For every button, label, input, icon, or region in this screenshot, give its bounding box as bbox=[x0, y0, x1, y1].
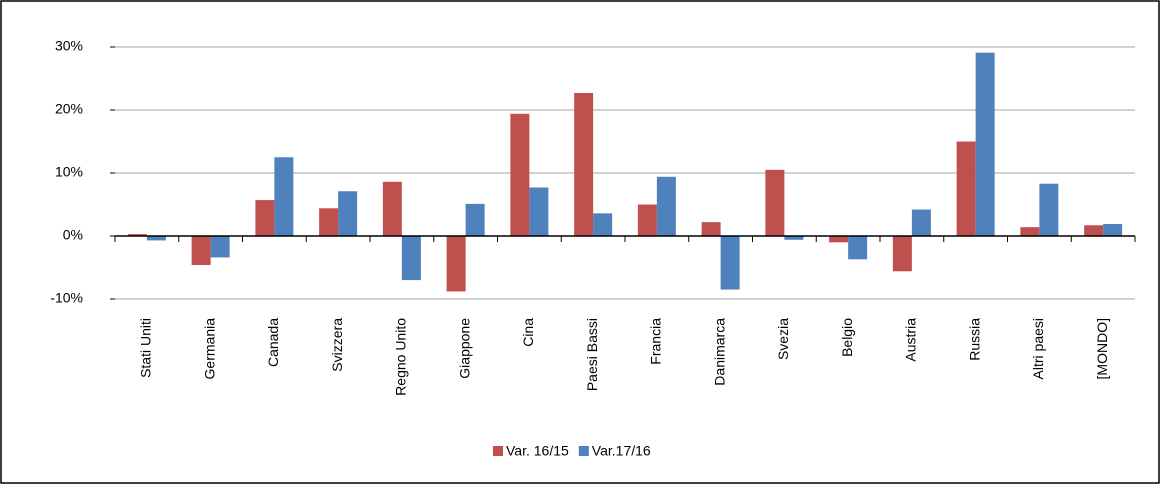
bar bbox=[510, 113, 530, 236]
bar bbox=[829, 236, 849, 243]
bar bbox=[720, 236, 740, 290]
x-tick-label: Svizzera bbox=[329, 318, 345, 372]
x-tick-label: Stati Uniti bbox=[138, 318, 154, 378]
x-tick-label: Svezia bbox=[775, 318, 791, 360]
bar bbox=[319, 208, 339, 236]
bar bbox=[765, 169, 785, 236]
x-tick-label: Belgio bbox=[839, 318, 855, 357]
x-tick-label: Cina bbox=[520, 318, 536, 347]
x-tick-label: Francia bbox=[648, 318, 664, 365]
bar bbox=[210, 236, 230, 258]
bar bbox=[956, 141, 976, 236]
bar bbox=[529, 187, 549, 236]
x-tick-label: Altri paesi bbox=[1030, 318, 1046, 379]
bar bbox=[593, 213, 613, 236]
bar bbox=[338, 191, 358, 236]
bar bbox=[574, 92, 594, 237]
y-tick-label: 10% bbox=[55, 164, 83, 180]
x-tick-label: Canada bbox=[265, 318, 281, 367]
bar bbox=[1103, 224, 1123, 236]
bar bbox=[1020, 227, 1040, 236]
x-tick-label: Danimarca bbox=[711, 318, 727, 386]
bar bbox=[701, 222, 721, 236]
x-tick-label: Germania bbox=[201, 318, 217, 380]
legend-swatch bbox=[493, 446, 503, 456]
bar bbox=[191, 236, 211, 265]
bar bbox=[637, 204, 657, 236]
bar bbox=[446, 236, 466, 292]
bar bbox=[784, 236, 804, 240]
bar bbox=[255, 200, 275, 236]
y-tick-label: 30% bbox=[55, 38, 83, 54]
bar bbox=[401, 236, 421, 281]
y-tick-label: 0% bbox=[63, 227, 83, 243]
bar bbox=[656, 176, 676, 236]
x-tick-label: Regno Unito bbox=[393, 318, 409, 396]
bar bbox=[382, 181, 402, 236]
legend-label: Var.17/16 bbox=[592, 443, 651, 459]
legend-swatch bbox=[578, 446, 589, 456]
bar bbox=[127, 234, 147, 236]
x-tick-label: [MONDO] bbox=[1094, 318, 1110, 379]
x-tick-label: Russia bbox=[966, 318, 982, 361]
bar bbox=[146, 236, 166, 241]
bar bbox=[975, 52, 995, 236]
bar bbox=[465, 203, 485, 236]
bar bbox=[911, 209, 931, 236]
x-tick-label: Giappone bbox=[456, 318, 472, 379]
legend-label: Var. 16/15 bbox=[506, 443, 569, 459]
bar bbox=[274, 157, 294, 236]
y-tick-label: 20% bbox=[55, 101, 83, 117]
bar bbox=[848, 236, 868, 260]
bar bbox=[1084, 225, 1104, 236]
y-tick-label: -10% bbox=[50, 290, 83, 306]
bar bbox=[1039, 183, 1059, 236]
bar bbox=[892, 236, 912, 272]
x-tick-label: Paesi Bassi bbox=[584, 318, 600, 391]
x-tick-label: Austria bbox=[903, 318, 919, 362]
